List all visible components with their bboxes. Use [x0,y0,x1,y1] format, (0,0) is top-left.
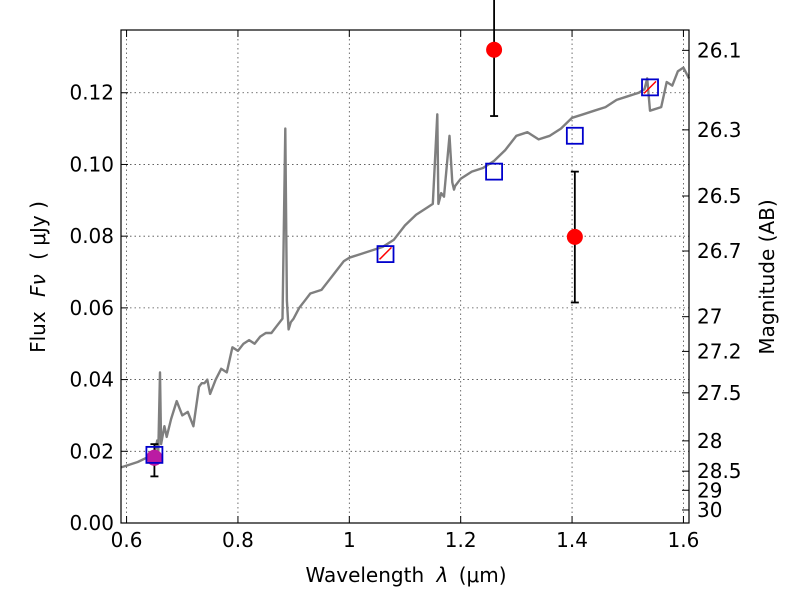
x-tick-label: 1.4 [556,528,588,552]
mag-tick-label: 28 [697,429,722,453]
observed-point [643,80,657,94]
mag-tick-label: 30 [697,498,722,522]
y2-axis-label: Magnitude (AB) [755,199,779,354]
mag-tick-label: 26.5 [697,184,742,208]
x-tick-label: 1 [343,528,356,552]
model-photometry-square [641,78,659,97]
y-tick-label: 0.12 [69,81,114,105]
grid [121,30,689,524]
mag-tick-label: 26.1 [697,38,742,62]
model-photometry-square [145,445,164,464]
model-spectrum-line [120,66,691,469]
y-tick-label: 0.00 [69,511,114,535]
observed-point-overlap [146,449,163,466]
model-photometry-layer [145,78,659,464]
x-tick-label: 1.2 [445,528,477,552]
observed-point [378,246,393,260]
plot-frame [120,29,690,524]
y-tick-label: 0.08 [69,224,114,248]
y-tick-label: 0.04 [69,368,114,392]
mag-tick-label: 26.3 [697,118,742,142]
mag-tick-label: 29 [697,478,722,502]
axis-ticks: 0.6 0.8 1 1.2 1.4 1.6 0.00 0.02 0.04 0.06 0.08 0.10… [69,30,742,552]
model-photometry-square [565,126,584,145]
observed-points-layer [146,41,657,466]
observed-point [486,41,503,58]
model-photometry-square [485,162,503,181]
mag-tick-label: 26.7 [697,239,742,263]
model-photometry-square [376,245,395,263]
x-tick-label: 0.6 [111,528,143,552]
x-axis-label: Wavelength λ (μm) [305,563,506,587]
y-tick-label: 0.02 [69,439,114,463]
mag-tick-label: 27.2 [697,339,742,363]
observed-point [566,228,583,245]
x-tick-label: 0.8 [222,528,254,552]
mag-tick-label: 27.5 [697,381,742,405]
y-tick-label: 0.06 [69,296,114,320]
y-tick-label: 0.10 [69,152,114,176]
y-axis-label: Flux Fν ( μJy ) [26,201,50,353]
model-spectrum-layer [120,66,691,469]
errorbar-layer [150,0,579,478]
mag-tick-label: 27 [697,305,722,329]
x-tick-label: 1.6 [668,528,700,552]
mag-tick-label: 28.5 [697,459,742,483]
